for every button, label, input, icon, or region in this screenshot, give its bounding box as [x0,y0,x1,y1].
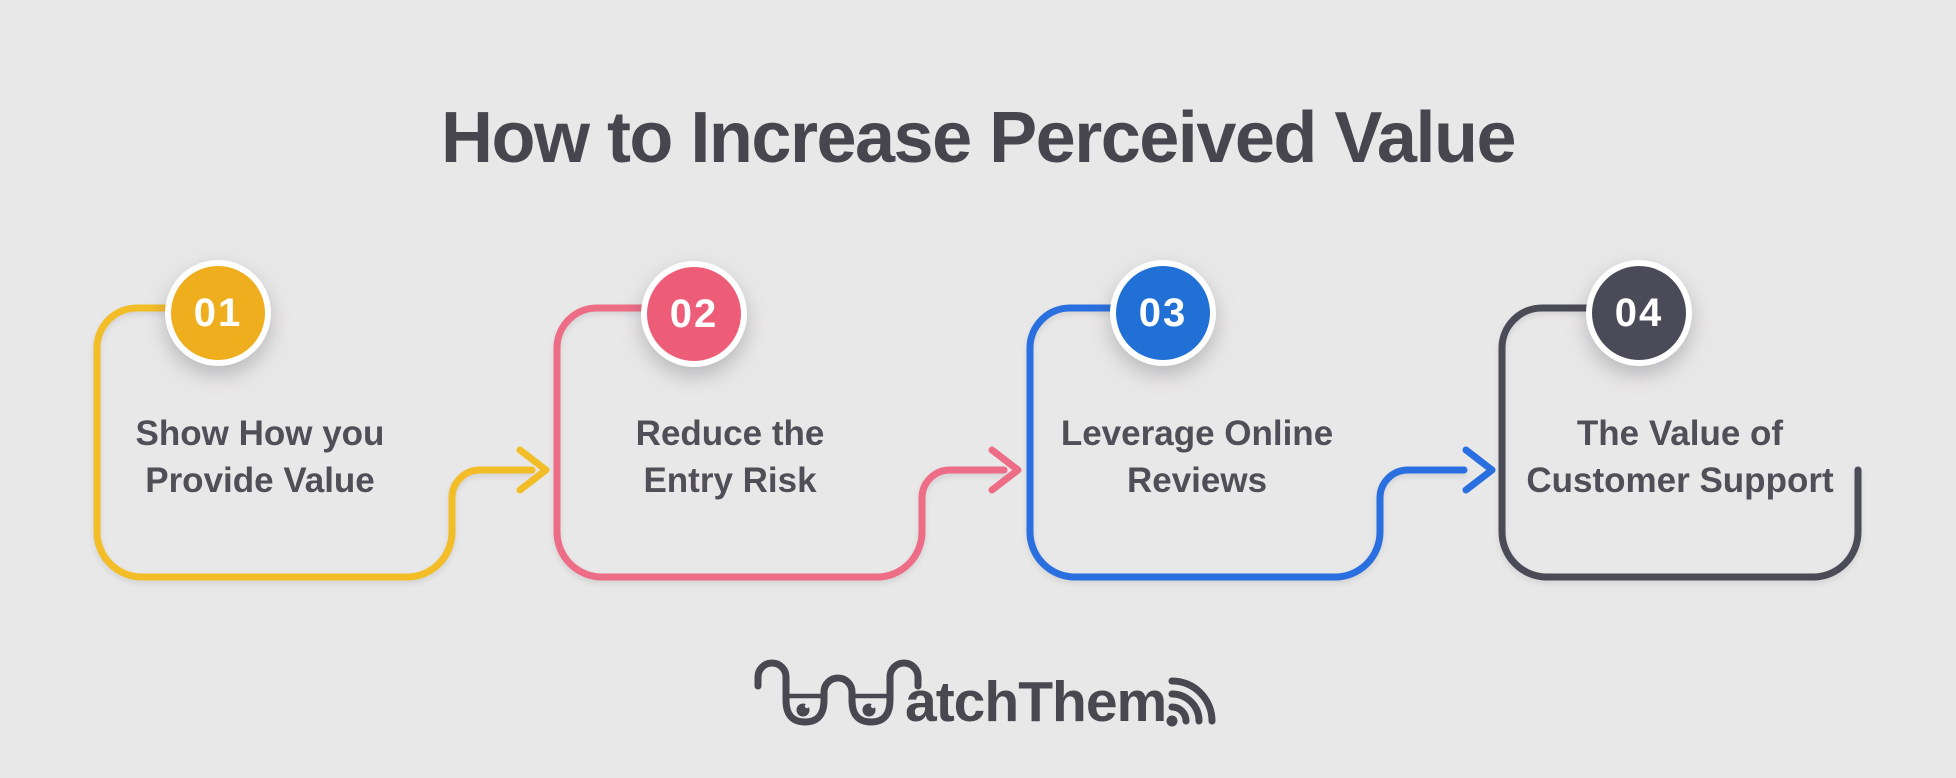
step-3-label: Leverage Online Reviews [997,410,1397,504]
step-2-arrowhead-icon [988,446,1022,494]
step-1-arrowhead-icon [516,446,550,494]
signal-waves-icon [1166,677,1216,727]
step-1-label: Show How you Provide Value [60,410,460,504]
step-3-number: 03 [1138,291,1188,335]
step-1-label-line-2: Provide Value [145,461,375,500]
step-2-label-line-2: Entry Risk [643,461,817,500]
step-2-label: Reduce the Entry Risk [530,410,930,504]
step-1-connector-path [93,304,536,581]
step-1-badge [165,260,271,366]
step-1-badge-circle [171,266,265,360]
step-2-connector-path [553,304,1008,581]
step-1-label-line-1: Show How you [135,414,385,453]
step-2-label-line-1: Reduce the [635,414,825,453]
step-2-number: 02 [669,292,719,336]
watchthem-glasses-icon [754,659,922,726]
step-1-number: 01 [193,291,243,335]
step-2-badge-circle [647,267,741,361]
step-4-badge [1586,260,1692,366]
glasses-outline [754,659,922,726]
signal-arcs [1168,677,1216,725]
page-title: How to Increase Perceived Value [440,98,1517,178]
step-3-badge [1110,260,1216,366]
step-4-label: The Value of Customer Support [1480,410,1880,504]
step-4-badge-circle [1592,266,1686,360]
step-4-number: 04 [1614,291,1664,335]
left-eye-highlight [804,703,810,709]
right-eye-highlight [870,703,876,709]
step-4-label-line-1: The Value of [1576,414,1784,453]
step-3-label-line-1: Leverage Online [1060,414,1334,453]
step-3-label-line-2: Reviews [1126,461,1268,500]
step-3-connector-path [1026,304,1468,581]
step-2-badge [641,261,747,367]
step-4-connector-path [1498,304,1862,581]
step-4-label-line-2: Customer Support [1526,461,1834,500]
watchthem-wordmark-text: atchThem [905,670,1167,734]
signal-dot [1166,715,1178,727]
step-3-arrowhead-icon [1462,446,1496,494]
step-3-badge-circle [1116,266,1210,360]
